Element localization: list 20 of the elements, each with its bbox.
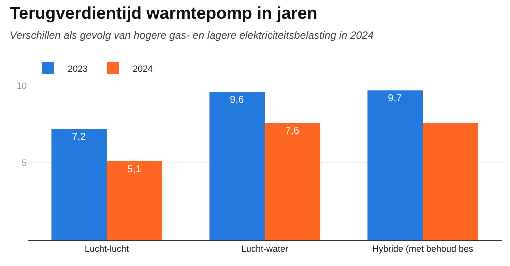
legend-label: 2023 bbox=[68, 64, 88, 74]
bar bbox=[52, 129, 107, 240]
chart-title: Terugverdientijd warmtepomp in jaren bbox=[10, 4, 318, 24]
x-tick-label: Lucht-water bbox=[241, 244, 289, 254]
x-tick-label: Hybride (met behoud bes bbox=[372, 244, 474, 254]
legend-label: 2024 bbox=[133, 64, 154, 74]
y-tick-label: 5 bbox=[22, 158, 27, 168]
data-label: 7,6 bbox=[285, 126, 300, 137]
chart-subtitle: Verschillen als gevolg van hogere gas- en lagere elektriciteitsbelasting in 2024 bbox=[10, 30, 374, 42]
data-label: 7,2 bbox=[72, 132, 87, 144]
bar bbox=[423, 122, 478, 240]
bar bbox=[107, 161, 162, 240]
bar bbox=[210, 92, 265, 240]
data-label: 5,1 bbox=[127, 164, 142, 176]
data-label: 9,6 bbox=[230, 95, 245, 106]
x-tick-label: Lucht-lucht bbox=[84, 244, 130, 254]
bar bbox=[265, 122, 320, 240]
bar bbox=[368, 90, 423, 240]
data-label: 9,7 bbox=[388, 94, 403, 105]
y-tick-label: 10 bbox=[16, 81, 27, 92]
